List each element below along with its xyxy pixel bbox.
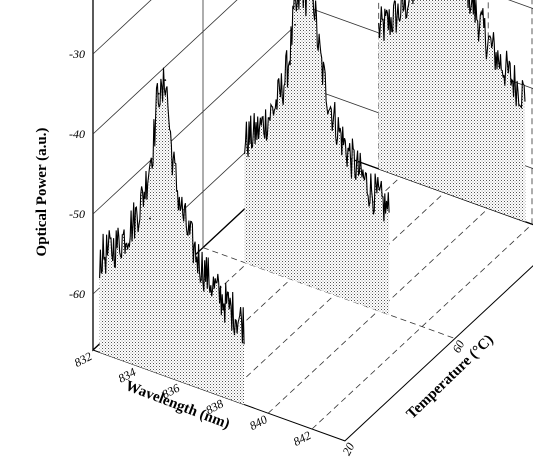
spectra-traces (99, 0, 526, 405)
y-tick-label: -60 (69, 287, 85, 301)
tick-labels: -20-30-40-50-608328348368388408422060100 (69, 47, 467, 458)
x-tick-label: 840 (247, 412, 269, 433)
y-tick-label: -30 (69, 47, 85, 61)
spectrum-fill-100C (378, 0, 526, 222)
grid-line-power (92, 0, 533, 135)
spectrum-trace-20C (99, 67, 245, 345)
x-tick-label: 832 (72, 349, 94, 370)
floor-plane (92, 144, 533, 442)
peak-point (149, 217, 151, 220)
spectrum-fill-60C (244, 0, 390, 315)
spectrum-trace-60C (244, 0, 390, 222)
peak-point (164, 79, 167, 81)
y-tick-label: -50 (69, 207, 85, 221)
z-tick-label: 20 (339, 440, 357, 457)
y-tick-label: -40 (69, 127, 85, 141)
spectrum-fill-20C (99, 67, 245, 405)
spectrum-trace-100C (378, 0, 526, 109)
peak-point (157, 92, 160, 95)
y-axis-label: Optical Power (a.u.) (34, 128, 50, 257)
z-tick-label: 60 (449, 338, 467, 355)
peak-point (294, 23, 296, 26)
x-tick-label: 842 (291, 428, 313, 449)
